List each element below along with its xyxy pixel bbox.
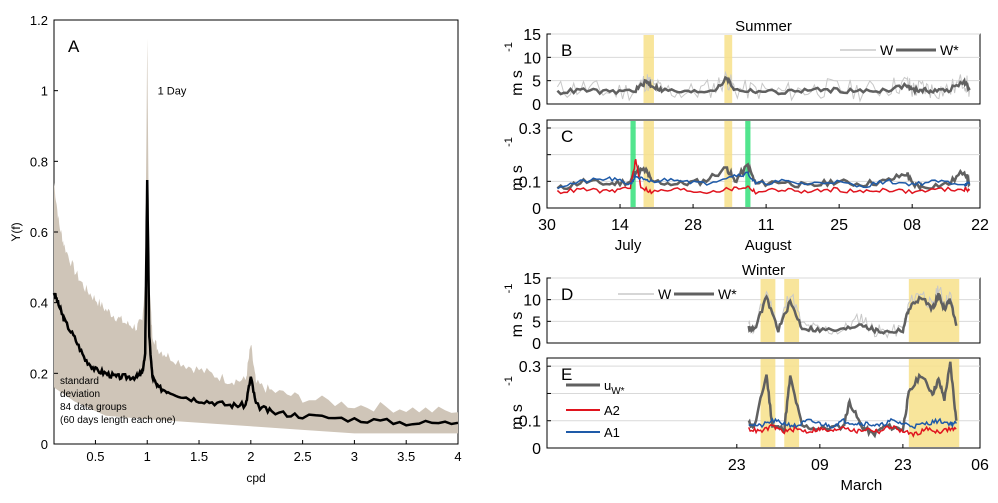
std-band-a — [54, 38, 458, 434]
y-tick-label-b: 0 — [532, 97, 541, 114]
legend-label-wstar-d: W* — [718, 286, 737, 302]
y-tick-label-e: 0 — [532, 441, 541, 458]
y-tick-label-b: 10 — [523, 50, 541, 67]
highlight-yellow-c — [643, 121, 654, 207]
series-a1-e — [748, 417, 957, 430]
x-tick-label-a: 4 — [454, 449, 461, 464]
highlight-green-c — [630, 121, 636, 207]
y-axis-label-b: m s — [509, 70, 526, 96]
y-axis-label-sup-e: -1 — [503, 376, 515, 386]
y-tick-label-a: 0.8 — [30, 154, 48, 169]
panel-title-winter: Winter — [742, 262, 785, 279]
y-axis-label-c: m s — [509, 165, 526, 191]
x-tick-label-c: 30 — [538, 217, 556, 234]
legend-label-e: A1 — [604, 425, 620, 440]
annotation-1-day: 1 Day — [158, 86, 187, 98]
x-tick-label-a: 1 — [144, 449, 151, 464]
x-tick-label-a: 2 — [247, 449, 254, 464]
x-tick-label-c: 22 — [971, 217, 989, 234]
band-text-line: (60 days length each one) — [60, 415, 176, 426]
x-tick-label-e: 06 — [971, 457, 989, 474]
series-wstar-b — [556, 75, 971, 96]
mean-line-a — [52, 179, 459, 427]
y-tick-label-a: 0 — [41, 437, 48, 452]
month-label-july: July — [615, 237, 642, 254]
band-text-line: deviation — [60, 389, 100, 400]
plot-frame-c — [546, 119, 981, 209]
y-tick-label-b: 15 — [523, 27, 541, 44]
y-tick-label-b: 5 — [532, 74, 541, 91]
x-tick-label-e: 23 — [894, 457, 912, 474]
y-tick-label-a: 0.2 — [30, 366, 48, 381]
x-tick-label-a: 1.5 — [190, 449, 208, 464]
series-u-wstar-e — [747, 361, 958, 439]
x-tick-label-c: 11 — [758, 217, 775, 234]
highlight-yellow-d — [784, 279, 800, 342]
y-tick-label-c: 0.1 — [519, 174, 541, 191]
legend-label-e: A2 — [604, 403, 620, 418]
y-tick-label-d: 5 — [532, 314, 541, 331]
highlight-yellow-c — [724, 121, 733, 207]
panel-label-e: E — [561, 365, 572, 384]
x-tick-label-c: 14 — [611, 217, 629, 234]
highlight-yellow-e — [760, 359, 776, 447]
highlight-yellow-b — [724, 35, 733, 103]
legend-label-w-d: W — [658, 286, 672, 302]
y-axis-label-a: Y(f) — [9, 222, 23, 241]
y-tick-label-e: 0.1 — [519, 414, 541, 431]
y-axis-label-sup-c: -1 — [503, 137, 515, 147]
y-tick-label-c: 0.3 — [519, 121, 541, 138]
y-axis-label-sup-b: -1 — [503, 42, 515, 52]
month-label-march: March — [841, 477, 883, 494]
y-axis-label-d: m s — [509, 312, 526, 338]
legend-label-e: uW* — [604, 378, 625, 397]
panel-label-b: B — [561, 41, 572, 60]
panel-label-d: D — [561, 285, 573, 304]
series-a2-c — [556, 158, 971, 195]
band-text-line: standard — [60, 376, 99, 387]
y-axis-label-sup-d: -1 — [503, 284, 515, 294]
y-axis-label-e: m s — [509, 404, 526, 430]
x-tick-label-c: 25 — [830, 217, 848, 234]
x-tick-label-a: 3 — [351, 449, 358, 464]
x-axis-label-a: cpd — [246, 471, 265, 485]
x-tick-label-e: 23 — [728, 457, 746, 474]
series-a1-c — [557, 171, 971, 190]
panel-label-c: C — [561, 127, 573, 146]
legend-label-w-b: W — [880, 42, 894, 58]
legend-label-wstar-b: W* — [940, 42, 959, 58]
y-tick-label-a: 1.2 — [30, 13, 48, 28]
highlight-yellow-b — [643, 35, 654, 103]
x-tick-label-a: 3.5 — [397, 449, 415, 464]
y-tick-label-e: 0.3 — [519, 359, 541, 376]
x-tick-label-e: 09 — [811, 457, 829, 474]
panel-label-a: A — [68, 37, 80, 56]
x-tick-label-c: 08 — [903, 217, 921, 234]
series-a2-e — [748, 423, 957, 438]
x-tick-label-c: 28 — [684, 217, 702, 234]
y-tick-label-c: 0 — [532, 201, 541, 218]
y-tick-label-a: 0.4 — [30, 296, 48, 311]
x-tick-label-a: 0.5 — [86, 449, 104, 464]
highlight-yellow-d — [760, 279, 776, 342]
y-tick-label-d: 10 — [523, 293, 541, 310]
highlight-yellow-d — [908, 279, 960, 342]
y-tick-label-a: 0.6 — [30, 225, 48, 240]
y-tick-label-d: 15 — [523, 271, 541, 288]
panel-title-summer: Summer — [735, 18, 792, 35]
band-text-line: 84 data groups — [60, 402, 127, 413]
y-tick-label-a: 1 — [41, 84, 48, 99]
y-tick-label-d: 0 — [532, 336, 541, 353]
x-tick-label-a: 2.5 — [294, 449, 312, 464]
series-wstar-d — [747, 292, 958, 335]
month-label-august: August — [745, 237, 793, 254]
